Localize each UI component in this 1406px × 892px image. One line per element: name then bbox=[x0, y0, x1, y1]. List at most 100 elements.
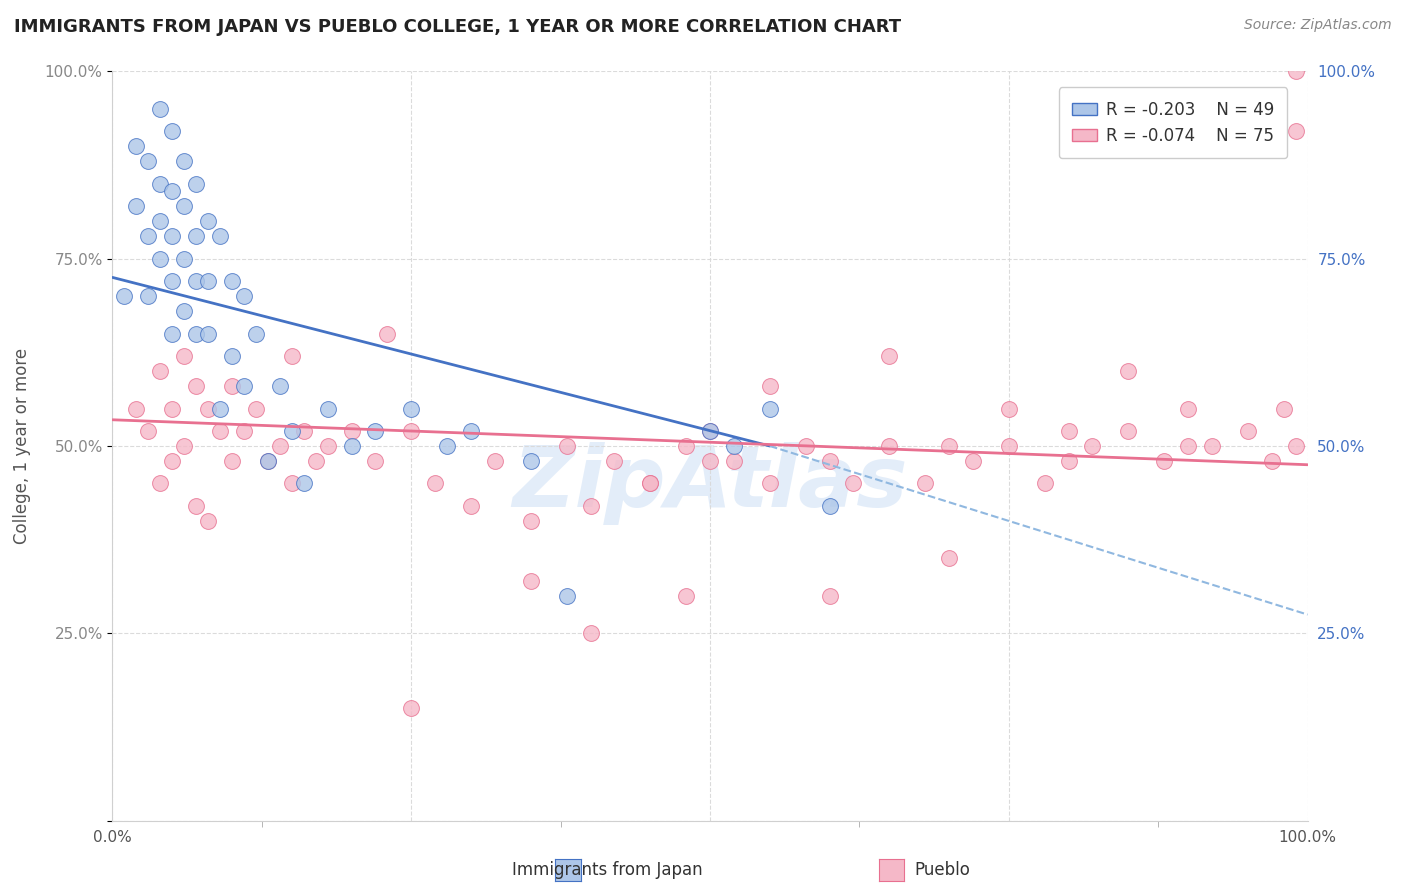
Point bbox=[460, 499, 482, 513]
Point bbox=[281, 424, 304, 438]
Point bbox=[173, 154, 195, 169]
Point bbox=[962, 454, 984, 468]
Point bbox=[401, 401, 423, 416]
Point bbox=[759, 379, 782, 393]
Text: Immigrants from Japan: Immigrants from Japan bbox=[512, 861, 703, 879]
Point bbox=[257, 454, 280, 468]
Point bbox=[1272, 401, 1295, 416]
Point bbox=[221, 274, 243, 288]
Point bbox=[699, 424, 721, 438]
Point bbox=[257, 454, 280, 468]
Point bbox=[186, 326, 208, 341]
Point bbox=[520, 454, 543, 468]
Point bbox=[245, 401, 267, 416]
Point bbox=[520, 514, 543, 528]
Point bbox=[818, 589, 841, 603]
Point bbox=[401, 424, 423, 438]
Point bbox=[162, 274, 183, 288]
Point bbox=[162, 326, 183, 341]
Point bbox=[197, 514, 219, 528]
Point bbox=[1118, 364, 1140, 378]
Point bbox=[149, 102, 172, 116]
Point bbox=[316, 439, 339, 453]
Point bbox=[114, 289, 135, 303]
Point bbox=[233, 289, 256, 303]
Point bbox=[149, 364, 172, 378]
Point bbox=[759, 476, 782, 491]
Point bbox=[555, 439, 578, 453]
Point bbox=[162, 401, 183, 416]
Point bbox=[221, 379, 243, 393]
Point bbox=[138, 289, 160, 303]
Point bbox=[579, 499, 602, 513]
Point bbox=[292, 476, 315, 491]
Point bbox=[1081, 439, 1104, 453]
Point bbox=[699, 424, 721, 438]
Point bbox=[233, 379, 256, 393]
Point bbox=[125, 401, 148, 416]
Point bbox=[186, 177, 208, 191]
Point bbox=[340, 424, 363, 438]
Point bbox=[197, 214, 219, 228]
Point bbox=[364, 454, 387, 468]
Point bbox=[675, 439, 697, 453]
Point bbox=[173, 304, 195, 318]
Point bbox=[269, 379, 291, 393]
Point bbox=[173, 199, 195, 213]
Legend: R = -0.203    N = 49, R = -0.074    N = 75: R = -0.203 N = 49, R = -0.074 N = 75 bbox=[1059, 87, 1288, 158]
Point bbox=[938, 439, 960, 453]
Point bbox=[879, 349, 901, 363]
Point bbox=[149, 476, 172, 491]
Point bbox=[603, 454, 626, 468]
Point bbox=[245, 326, 267, 341]
Point bbox=[1237, 424, 1260, 438]
Point bbox=[209, 401, 232, 416]
Point bbox=[138, 229, 160, 244]
Point bbox=[579, 626, 602, 640]
Point bbox=[998, 439, 1021, 453]
Text: IMMIGRANTS FROM JAPAN VS PUEBLO COLLEGE, 1 YEAR OR MORE CORRELATION CHART: IMMIGRANTS FROM JAPAN VS PUEBLO COLLEGE,… bbox=[14, 18, 901, 36]
Y-axis label: College, 1 year or more: College, 1 year or more bbox=[13, 348, 31, 544]
Point bbox=[818, 499, 841, 513]
Text: ZipAtlas: ZipAtlas bbox=[512, 442, 908, 525]
Point bbox=[292, 424, 315, 438]
Point bbox=[818, 454, 841, 468]
Point bbox=[281, 476, 304, 491]
Point bbox=[197, 401, 219, 416]
Text: Pueblo: Pueblo bbox=[914, 861, 970, 879]
Point bbox=[149, 214, 172, 228]
Point bbox=[401, 701, 423, 715]
Point bbox=[640, 476, 662, 491]
Point bbox=[1201, 439, 1223, 453]
Point bbox=[520, 574, 543, 588]
Point bbox=[555, 589, 578, 603]
Text: Source: ZipAtlas.com: Source: ZipAtlas.com bbox=[1244, 18, 1392, 32]
Point bbox=[340, 439, 363, 453]
Point bbox=[233, 424, 256, 438]
Point bbox=[998, 401, 1021, 416]
Point bbox=[186, 379, 208, 393]
Point bbox=[186, 229, 208, 244]
Point bbox=[1285, 124, 1308, 138]
Point bbox=[281, 349, 304, 363]
Point bbox=[723, 454, 745, 468]
Point bbox=[316, 401, 339, 416]
Point bbox=[197, 326, 219, 341]
Point bbox=[914, 476, 936, 491]
Point bbox=[221, 349, 243, 363]
Point bbox=[186, 499, 208, 513]
Point bbox=[377, 326, 399, 341]
Point bbox=[197, 274, 219, 288]
Point bbox=[842, 476, 865, 491]
Point bbox=[1261, 454, 1284, 468]
Point bbox=[460, 424, 482, 438]
Point bbox=[1033, 476, 1056, 491]
Point bbox=[640, 476, 662, 491]
Point bbox=[1153, 454, 1175, 468]
Point bbox=[1057, 454, 1080, 468]
Point bbox=[173, 439, 195, 453]
Point bbox=[138, 154, 160, 169]
Point bbox=[1177, 439, 1199, 453]
Point bbox=[1057, 424, 1080, 438]
Point bbox=[162, 229, 183, 244]
